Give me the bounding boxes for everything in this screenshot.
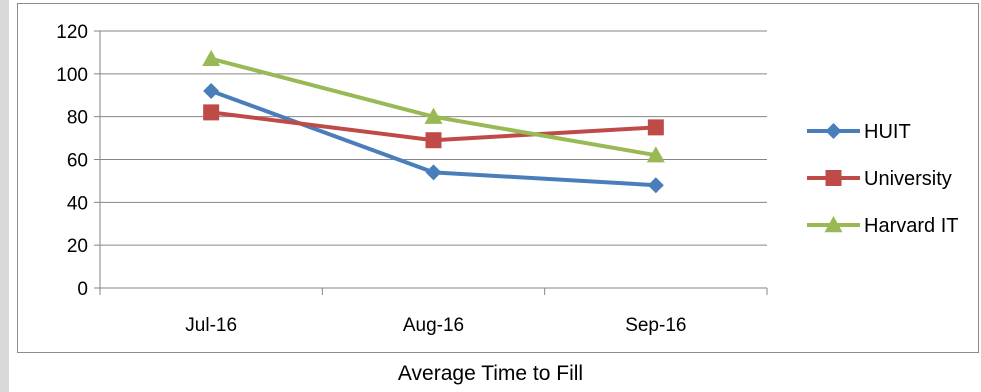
y-tick-label-60: 60: [67, 151, 88, 172]
legend-marker-harvard-it: [824, 216, 843, 233]
data-point-harvard-it-0: [202, 49, 221, 67]
data-point-harvard-it-1: [424, 107, 443, 124]
y-tick-label-40: 40: [67, 193, 88, 214]
x-tick-label-jul-16: Jul-16: [185, 315, 237, 336]
data-point-university-2: [647, 119, 664, 136]
legend-label-university: University: [864, 168, 952, 190]
legend-marker-huit: [825, 123, 842, 139]
x-tick-label-sep-16: Sep-16: [625, 315, 686, 336]
data-point-huit-1: [425, 164, 442, 181]
legend-label-huit: HUIT: [864, 121, 911, 143]
legend-label-harvard-it: Harvard IT: [864, 215, 958, 237]
legend-marker-university: [825, 170, 842, 186]
y-tick-label-100: 100: [56, 65, 88, 86]
data-point-harvard-it-2: [646, 146, 665, 163]
y-tick-label-20: 20: [67, 236, 88, 257]
data-point-university-0: [203, 104, 220, 121]
y-tick-label-80: 80: [67, 108, 88, 129]
x-tick-label-aug-16: Aug-16: [403, 315, 464, 336]
y-tick-label-0: 0: [77, 279, 88, 300]
data-point-huit-2: [647, 177, 664, 194]
data-point-huit-0: [203, 82, 220, 99]
chart-caption: Average Time to Fill: [397, 362, 584, 385]
left-edge-strip: [0, 0, 9, 392]
y-tick-label-120: 120: [56, 22, 88, 43]
data-point-university-1: [425, 132, 442, 149]
